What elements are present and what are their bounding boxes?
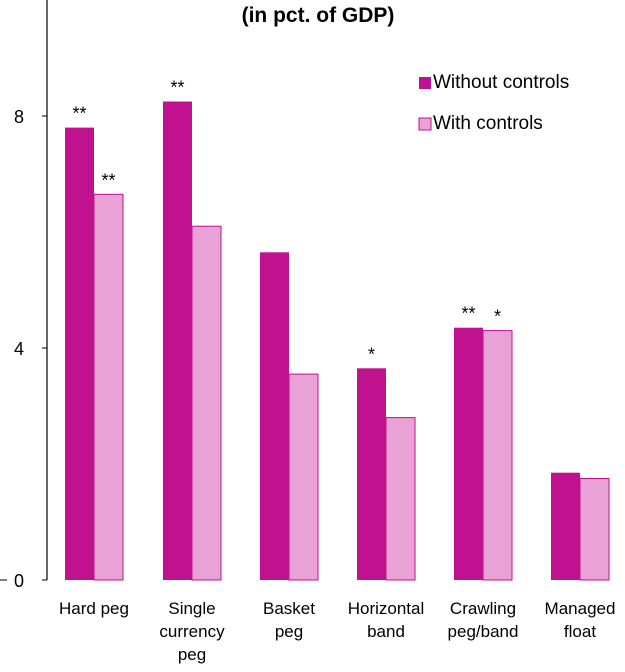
chart-title: (in pct. of GDP) <box>242 4 395 27</box>
significance-label: ** <box>72 104 86 124</box>
x-tick-label: Hard peg <box>59 599 129 618</box>
x-tick-label: Single <box>168 599 215 618</box>
bar-without-controls <box>163 101 192 580</box>
x-tick-label: Horizontal <box>348 599 425 618</box>
x-tick-label: Basket <box>263 599 315 618</box>
bar-with-controls <box>385 417 416 581</box>
legend-label: With controls <box>433 113 543 134</box>
significance-label: * <box>368 344 375 364</box>
bar-without-controls <box>551 472 580 580</box>
significance-label: * <box>494 307 501 327</box>
x-tick-label: peg <box>178 645 206 664</box>
legend-swatch <box>419 77 431 89</box>
legend-swatch <box>418 117 432 131</box>
axes: 0 4 8 <box>0 0 48 591</box>
legend-label: Without controls <box>433 72 569 93</box>
bar-with-controls <box>288 373 319 581</box>
x-tick-label: currency <box>159 622 225 641</box>
bar-with-controls <box>482 330 513 581</box>
bar-without-controls <box>260 252 289 581</box>
bar-without-controls <box>454 327 483 580</box>
bar-without-controls <box>357 368 386 580</box>
bar-with-controls <box>191 225 222 581</box>
bar-with-controls <box>579 478 610 581</box>
x-tick-label: peg <box>275 622 303 641</box>
significance-label: ** <box>101 170 115 190</box>
y-tick-label: 8 <box>14 107 24 127</box>
x-tick-label: float <box>564 622 596 641</box>
x-tick-label: peg/band <box>448 622 519 641</box>
bar-with-controls <box>93 193 124 581</box>
bar-without-controls <box>65 127 94 580</box>
significance-label: ** <box>170 78 184 98</box>
x-tick-label: band <box>367 622 405 641</box>
labels: ****Hard peg**SinglecurrencypegBasketpeg… <box>59 78 615 665</box>
y-tick-label: 4 <box>14 339 24 359</box>
y-tick-label: 0 <box>14 571 24 591</box>
bars <box>65 101 610 581</box>
significance-label: ** <box>461 304 475 324</box>
x-tick-label: Crawling <box>450 599 516 618</box>
x-tick-label: Managed <box>545 599 616 618</box>
legend: Without controls With controls <box>418 72 569 134</box>
